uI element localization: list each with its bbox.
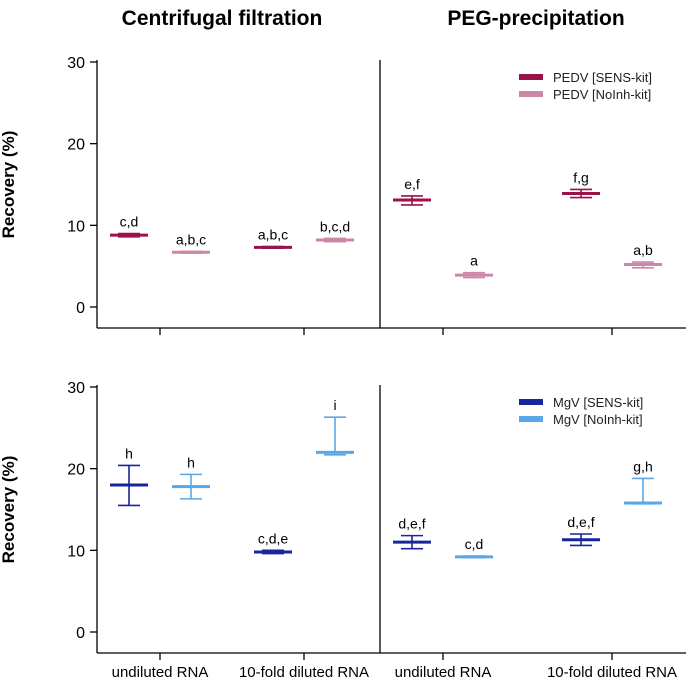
significance-label: e,f bbox=[404, 176, 420, 192]
plot-area: 0 10 20 30 Recovery (%) c,d a,b,c e,f f,g a,b,c b,… bbox=[0, 55, 686, 681]
significance-label: f,g bbox=[573, 169, 589, 185]
significance-label: c,d bbox=[465, 536, 484, 552]
significance-label: d,e,f bbox=[567, 514, 594, 530]
y-tick-label: 0 bbox=[76, 300, 85, 317]
y-tick-label: 10 bbox=[67, 218, 85, 235]
column-title-peg: PEG-precipitation bbox=[447, 7, 624, 30]
legend-label: PEDV [NoInh-kit] bbox=[553, 87, 651, 102]
significance-label: a bbox=[470, 253, 478, 269]
significance-label: a,b,c bbox=[258, 227, 288, 243]
significance-label: a,b,c bbox=[176, 231, 206, 247]
significance-label: b,c,d bbox=[320, 218, 350, 234]
x-category-label: 10-fold diluted RNA bbox=[239, 664, 369, 681]
significance-label: c,d,e bbox=[258, 530, 289, 546]
significance-label: c,d bbox=[120, 214, 139, 230]
significance-label: g,h bbox=[633, 458, 652, 474]
y-axis-label: Recovery (%) bbox=[0, 456, 18, 564]
y-axis-label: Recovery (%) bbox=[0, 131, 18, 239]
x-category-label: undiluted RNA bbox=[395, 664, 492, 681]
significance-label: d,e,f bbox=[398, 516, 425, 532]
x-category-label: undiluted RNA bbox=[112, 664, 209, 681]
y-tick-label: 30 bbox=[67, 380, 85, 397]
x-category-label: 10-fold diluted RNA bbox=[547, 664, 677, 681]
significance-label: i bbox=[333, 397, 336, 413]
legend-label: MgV [NoInh-kit] bbox=[553, 412, 643, 427]
y-tick-label: 0 bbox=[76, 625, 85, 642]
y-tick-label: 10 bbox=[67, 543, 85, 560]
y-tick-label: 30 bbox=[67, 55, 85, 72]
y-tick-label: 20 bbox=[67, 462, 85, 479]
column-title-centrifugal: Centrifugal filtration bbox=[122, 7, 323, 30]
significance-label: a,b bbox=[633, 242, 653, 258]
y-tick-label: 20 bbox=[67, 137, 85, 154]
significance-label: h bbox=[187, 454, 195, 470]
legend-label: PEDV [SENS-kit] bbox=[553, 70, 652, 85]
legend-label: MgV [SENS-kit] bbox=[553, 395, 643, 410]
significance-label: h bbox=[125, 445, 133, 461]
